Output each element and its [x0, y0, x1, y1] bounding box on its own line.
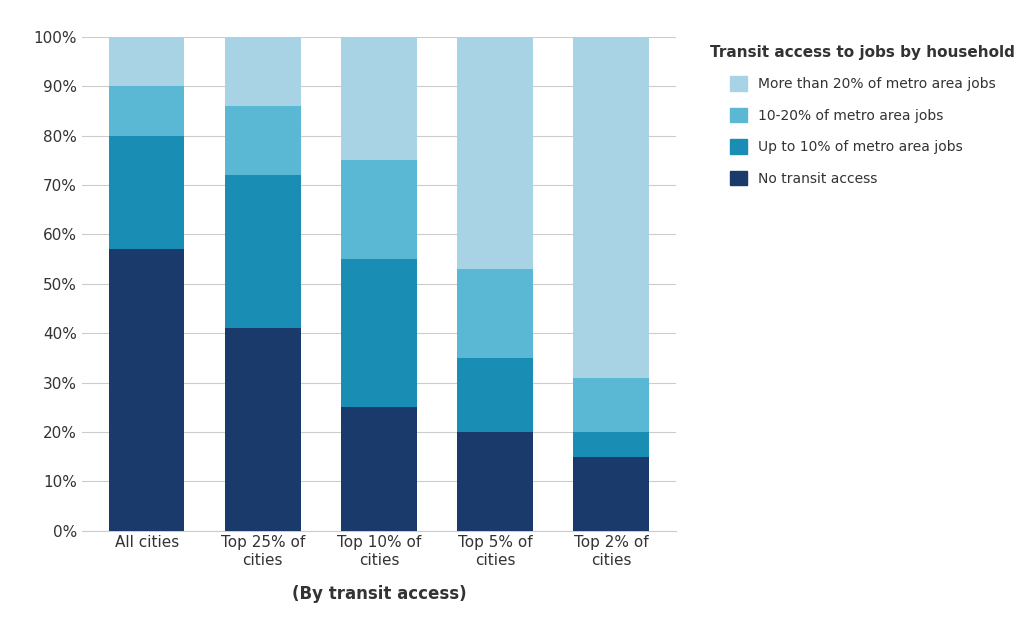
Bar: [458, 432, 532, 531]
X-axis label: (By transit access): (By transit access): [292, 584, 466, 603]
Bar: [109, 249, 184, 531]
Bar: [341, 160, 417, 259]
Bar: [573, 37, 649, 378]
Bar: [458, 37, 532, 269]
Legend: More than 20% of metro area jobs, 10-20% of metro area jobs, Up to 10% of metro : More than 20% of metro area jobs, 10-20%…: [703, 38, 1022, 193]
Bar: [225, 328, 300, 531]
Bar: [573, 457, 649, 531]
Bar: [573, 378, 649, 432]
Bar: [458, 358, 532, 432]
Bar: [109, 37, 184, 86]
Bar: [573, 432, 649, 457]
Bar: [225, 175, 300, 328]
Bar: [458, 269, 532, 358]
Bar: [341, 37, 417, 160]
Bar: [109, 86, 184, 136]
Bar: [341, 407, 417, 531]
Bar: [341, 259, 417, 407]
Bar: [109, 136, 184, 249]
Bar: [225, 106, 300, 175]
Bar: [225, 37, 300, 106]
